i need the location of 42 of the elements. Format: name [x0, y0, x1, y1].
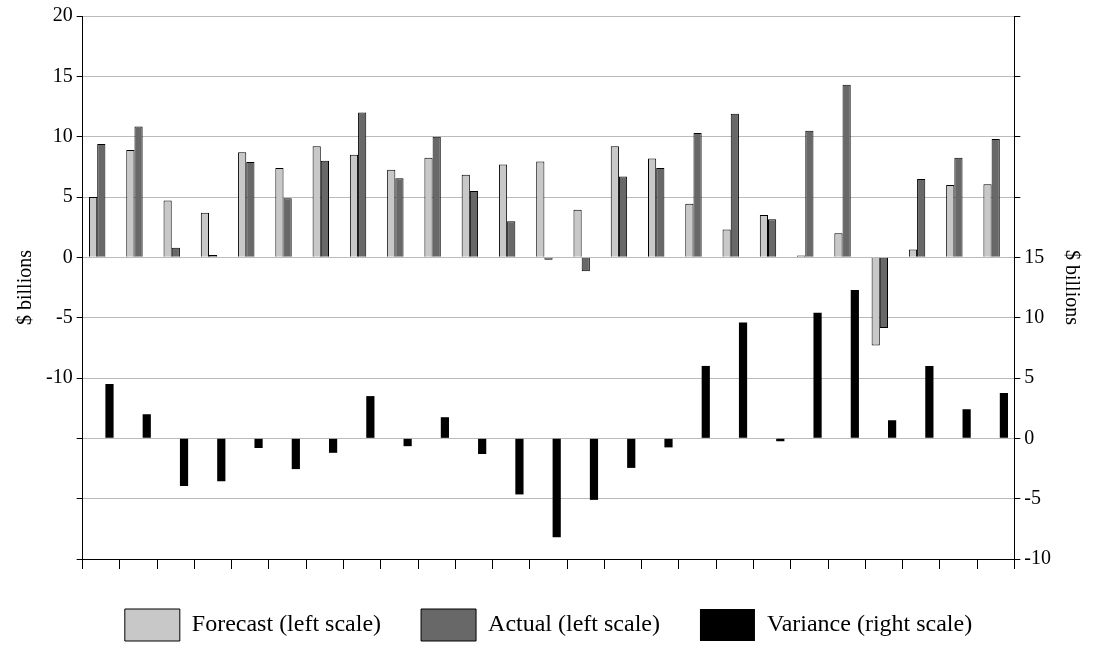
bar: [440, 417, 449, 438]
bar: [962, 409, 971, 438]
bar: [552, 438, 561, 538]
y2-tick-label: -10: [1024, 546, 1052, 569]
y2-tick-label: 15: [1024, 244, 1045, 267]
bar: [291, 438, 300, 470]
bar: [329, 438, 338, 453]
y2-tick-label: 0: [1024, 425, 1035, 448]
bar: [179, 438, 189, 486]
bar: [515, 438, 524, 495]
bar: [701, 365, 710, 438]
bar: [217, 438, 226, 482]
legend-label: Actual (left scale): [488, 610, 660, 637]
bar: [999, 393, 1008, 438]
bar: [627, 438, 636, 468]
bar: [813, 312, 822, 438]
legend-label: Forecast (left scale): [191, 610, 382, 637]
y-tick-label: 15: [52, 63, 73, 86]
y2-tick-label: 5: [1024, 365, 1035, 388]
y-tick-label: -10: [45, 365, 73, 388]
y2-tick-label: 10: [1024, 304, 1045, 327]
y2-axis-title: $ billions: [1061, 249, 1084, 326]
y-tick-label: 10: [52, 123, 73, 146]
bar: [478, 438, 487, 455]
bar: [850, 289, 859, 438]
legend-label: Variance (right scale): [766, 610, 973, 637]
bar: [664, 438, 673, 448]
bar: [738, 322, 748, 438]
y-tick-label: 5: [62, 184, 73, 207]
y-tick-label: -5: [55, 304, 73, 327]
y2-tick-label: -5: [1024, 485, 1042, 508]
bar: [105, 384, 114, 438]
y-tick-label: 20: [52, 3, 73, 26]
y-tick-label: 0: [62, 244, 73, 267]
bar: [366, 396, 375, 438]
bar: [254, 438, 263, 448]
bar: [403, 438, 412, 447]
y-axis-title: $ billions: [13, 249, 36, 326]
bar: [888, 420, 897, 438]
bar: [589, 438, 599, 500]
bar: [925, 365, 934, 438]
bar: [142, 414, 151, 438]
